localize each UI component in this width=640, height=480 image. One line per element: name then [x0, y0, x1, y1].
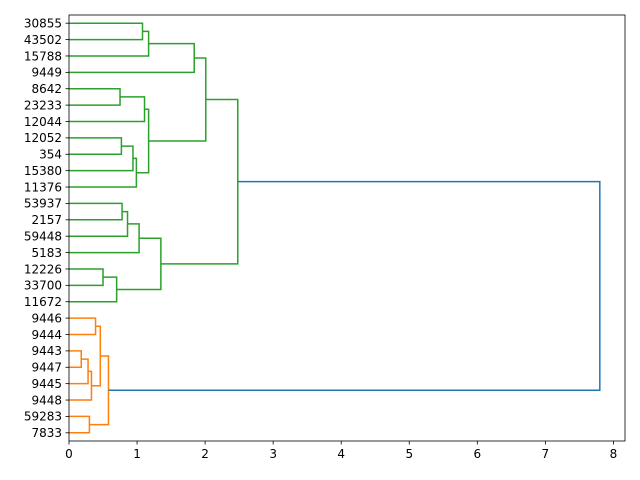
dendrogram-link: [108, 180, 601, 392]
leaf-label: 7833: [31, 426, 62, 440]
x-tick-label: 4: [337, 447, 345, 461]
dendrogram-links: [69, 22, 601, 434]
leaf-label: 8642: [31, 82, 62, 96]
leaf-label: 12226: [24, 262, 62, 276]
dendrogram-link: [69, 137, 123, 156]
leaf-label: 12044: [24, 115, 62, 129]
dendrogram-link: [69, 87, 121, 106]
x-tick-label: 5: [405, 447, 413, 461]
plot-background: [69, 15, 625, 441]
leaf-label: 15380: [24, 164, 62, 178]
leaf-label: 12052: [24, 131, 62, 145]
leaf-label: 30855: [24, 16, 62, 30]
x-tick-label: 6: [474, 447, 482, 461]
dendrogram-link: [69, 223, 140, 254]
dendrogram-link: [69, 202, 123, 221]
leaf-label: 9446: [31, 311, 62, 325]
leaf-label: 9443: [31, 344, 62, 358]
leaf-label: 33700: [24, 279, 62, 293]
leaf-label: 43502: [24, 33, 62, 47]
dendrogram-link: [89, 355, 110, 426]
leaf-label: 23233: [24, 98, 62, 112]
x-tick-label: 1: [133, 447, 141, 461]
x-tick-label: 3: [269, 447, 277, 461]
x-tick-label: 2: [201, 447, 209, 461]
dendrogram-link: [69, 210, 129, 237]
leaf-label: 9445: [31, 377, 62, 391]
dendrogram-link: [69, 30, 150, 57]
leaf-label: 11672: [24, 295, 62, 309]
leaf-label: 15788: [24, 49, 62, 63]
x-tick-label: 8: [610, 447, 618, 461]
dendrogram-link: [69, 22, 144, 41]
leaf-label: 59448: [24, 229, 62, 243]
leaf-label: 2157: [31, 213, 62, 227]
leaf-label: 5183: [31, 246, 62, 260]
y-axis: 30855 43502 15788 9449 8642 23233 12044 12052 35…: [24, 16, 69, 440]
leaf-label: 9447: [31, 361, 62, 375]
leaf-label: 354: [39, 148, 62, 162]
dendrogram-link: [136, 108, 150, 174]
plot-frame: [68, 14, 626, 442]
x-axis: 0 1 2 3 4 5 6 7 8: [65, 441, 617, 461]
leaf-label: 9444: [31, 328, 62, 342]
dendrogram-link: [148, 57, 207, 142]
leaf-label: 9448: [31, 393, 62, 407]
dendrogram-link: [69, 42, 195, 74]
x-tick-label: 0: [65, 447, 73, 461]
leaf-label: 11376: [24, 180, 62, 194]
leaf-label: 9449: [31, 66, 62, 80]
x-tick-label: 7: [542, 447, 550, 461]
dendrogram-link: [69, 157, 138, 188]
leaf-label: 59283: [24, 410, 62, 424]
leaf-label: 53937: [24, 197, 62, 211]
